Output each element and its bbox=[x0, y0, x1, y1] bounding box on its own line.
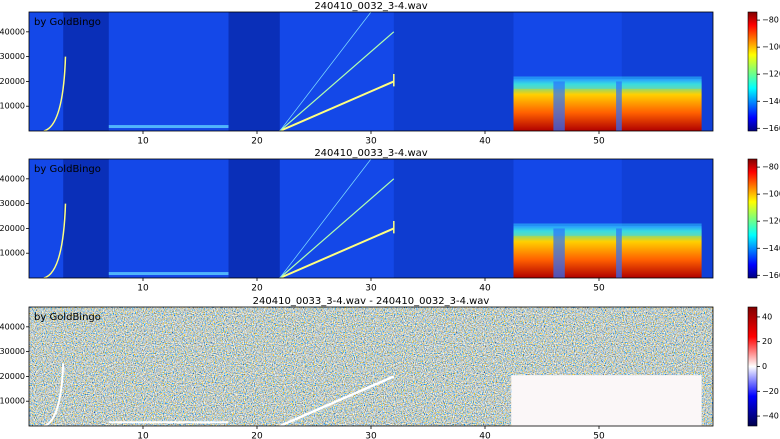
x-tick-label: 30 bbox=[365, 432, 377, 439]
x-tick-label: 40 bbox=[479, 137, 491, 147]
spectrogram-region bbox=[108, 272, 229, 276]
spectrogram-line bbox=[279, 178, 395, 279]
spectrogram-region bbox=[513, 223, 702, 236]
spectrogram-region bbox=[63, 159, 109, 278]
panel: 240410_0033_3-4.wav - 240410_0032_3-4.wa… bbox=[0, 296, 779, 439]
annotation: by GoldBingo bbox=[34, 164, 101, 175]
y-tick-label: 40000 bbox=[0, 322, 25, 331]
colorbar-tick-label: −80 bbox=[762, 163, 779, 172]
colorbar-tick-label: −160 bbox=[762, 271, 780, 280]
x-tick-label: 20 bbox=[251, 432, 263, 439]
spectrogram-line bbox=[279, 227, 395, 279]
colorbar-tick-label: −120 bbox=[762, 70, 780, 79]
y-tick-label: 20000 bbox=[0, 372, 25, 381]
y-tick-label: 40000 bbox=[0, 174, 25, 183]
y-tick-label: 10000 bbox=[0, 397, 25, 406]
spectrogram-region bbox=[553, 228, 565, 278]
spectrogram-region bbox=[393, 159, 514, 278]
x-tick-label: 20 bbox=[251, 137, 263, 147]
spectrogram-region bbox=[393, 12, 514, 131]
x-tick-label: 40 bbox=[479, 432, 491, 439]
colorbar bbox=[747, 11, 758, 132]
x-tick-label: 30 bbox=[365, 284, 377, 294]
y-tick-label: 40000 bbox=[0, 27, 25, 36]
spectrogram-region bbox=[553, 81, 565, 131]
spectrogram-line bbox=[279, 31, 395, 132]
colorbar-tick-label: −140 bbox=[762, 244, 780, 253]
colorbar-tick-label: −40 bbox=[762, 412, 779, 421]
spectrogram-line bbox=[279, 80, 395, 132]
spectrogram-region bbox=[616, 81, 622, 131]
difference-line bbox=[43, 363, 65, 427]
colorbar-tick-label: −160 bbox=[762, 124, 780, 133]
spectrogram-line bbox=[279, 158, 372, 279]
y-tick-label: 10000 bbox=[0, 249, 25, 258]
x-tick-label: 20 bbox=[251, 284, 263, 294]
colorbar-tick-label: −120 bbox=[762, 217, 780, 226]
colorbar-tick-label: −140 bbox=[762, 97, 780, 106]
spectrogram-region bbox=[513, 76, 702, 89]
panel-title: 240410_0032_3-4.wav bbox=[314, 1, 427, 12]
colorbar-tick-label: 40 bbox=[762, 312, 772, 321]
spectrogram-region bbox=[228, 159, 280, 278]
y-tick-label: 20000 bbox=[0, 224, 25, 233]
colorbar bbox=[747, 158, 758, 279]
x-tick-label: 30 bbox=[365, 137, 377, 147]
y-tick-label: 30000 bbox=[0, 199, 25, 208]
spectrogram-region bbox=[63, 12, 109, 131]
spectrogram-line bbox=[43, 203, 67, 279]
y-tick-label: 30000 bbox=[0, 52, 25, 61]
y-tick-label: 30000 bbox=[0, 347, 25, 356]
x-tick-label: 50 bbox=[593, 284, 605, 294]
spectrogram-region bbox=[228, 12, 280, 131]
x-tick-label: 10 bbox=[137, 284, 149, 294]
x-tick-label: 40 bbox=[479, 284, 491, 294]
colorbar-tick-label: 20 bbox=[762, 337, 772, 346]
panel-title: 240410_0033_3-4.wav bbox=[314, 148, 427, 159]
y-tick-label: 20000 bbox=[0, 77, 25, 86]
colorbar-tick-label: 0 bbox=[762, 362, 767, 371]
spectrogram-line bbox=[43, 56, 67, 132]
colorbar-tick-label: −80 bbox=[762, 16, 779, 25]
spectrogram-region bbox=[108, 125, 229, 129]
colorbar-tick-label: −20 bbox=[762, 387, 779, 396]
annotation: by GoldBingo bbox=[34, 312, 101, 323]
x-tick-label: 50 bbox=[593, 137, 605, 147]
difference-line bbox=[279, 375, 395, 428]
x-tick-label: 10 bbox=[137, 137, 149, 147]
spectrogram-region bbox=[616, 228, 622, 278]
colorbar-tick-label: −100 bbox=[762, 190, 780, 199]
y-tick-label: 10000 bbox=[0, 102, 25, 111]
x-tick-label: 50 bbox=[593, 432, 605, 439]
colorbar-tick-label: −100 bbox=[762, 43, 780, 52]
panel-title: 240410_0033_3-4.wav - 240410_0032_3-4.wa… bbox=[253, 296, 490, 307]
spectrogram-line bbox=[279, 11, 372, 132]
colorbar bbox=[747, 306, 758, 427]
annotation: by GoldBingo bbox=[34, 17, 101, 28]
x-tick-label: 10 bbox=[137, 432, 149, 439]
difference-region bbox=[511, 375, 702, 426]
